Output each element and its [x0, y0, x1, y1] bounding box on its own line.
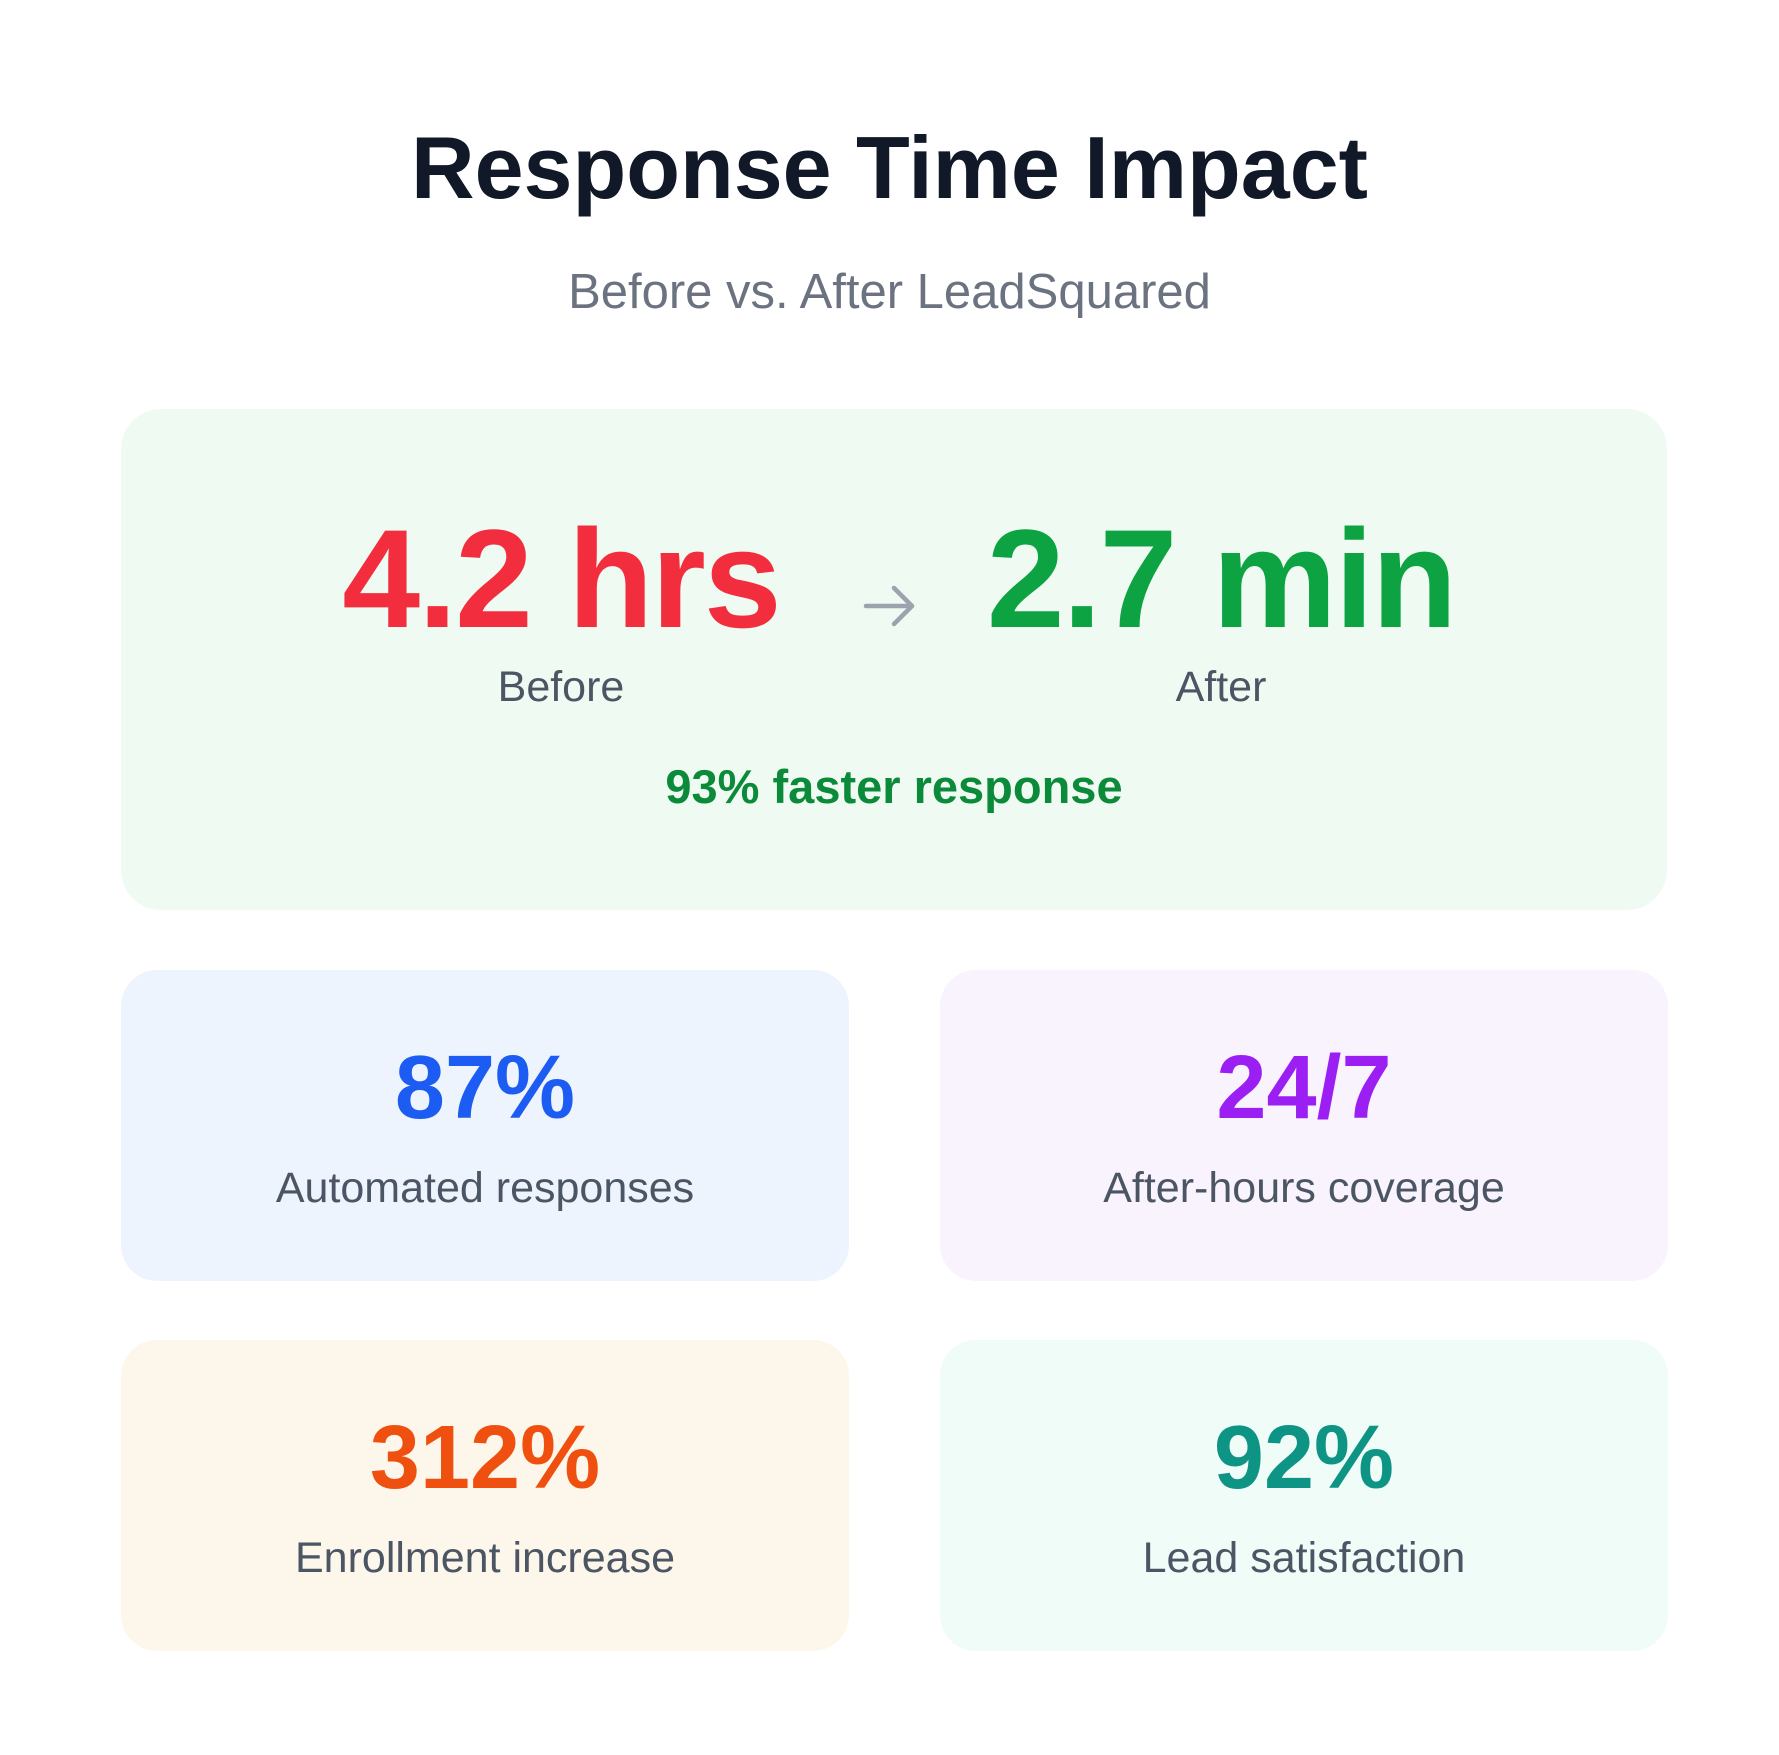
before-value: 4.2 hrs — [342, 500, 781, 657]
stat-label: Lead satisfaction — [1142, 1534, 1466, 1582]
response-time-comparison-card: 4.2 hrs Before 2.7 min After 93% faster … — [121, 409, 1667, 910]
stat-value: 92% — [1213, 1408, 1395, 1508]
after-value: 2.7 min — [986, 500, 1457, 657]
stat-label: Automated responses — [275, 1164, 695, 1212]
improvement-summary: 93% faster response — [665, 760, 1123, 813]
stat-label: Enrollment increase — [294, 1534, 675, 1582]
stat-value: 24/7 — [1216, 1038, 1392, 1138]
stat-value: 87% — [394, 1038, 576, 1138]
stat-card-automated-responses: 87% Automated responses — [121, 970, 849, 1281]
arrow-right-icon — [863, 585, 915, 627]
stat-value: 312% — [369, 1408, 601, 1508]
after-label: After — [1175, 663, 1267, 711]
stat-card-lead-satisfaction: 92% Lead satisfaction — [940, 1340, 1668, 1651]
page-subtitle: Before vs. After LeadSquared — [568, 265, 1211, 319]
page-title: Response Time Impact — [411, 118, 1368, 217]
stat-label: After-hours coverage — [1103, 1164, 1505, 1212]
stat-card-after-hours-coverage: 24/7 After-hours coverage — [940, 970, 1668, 1281]
before-label: Before — [497, 663, 625, 711]
stat-card-enrollment-increase: 312% Enrollment increase — [121, 1340, 849, 1651]
